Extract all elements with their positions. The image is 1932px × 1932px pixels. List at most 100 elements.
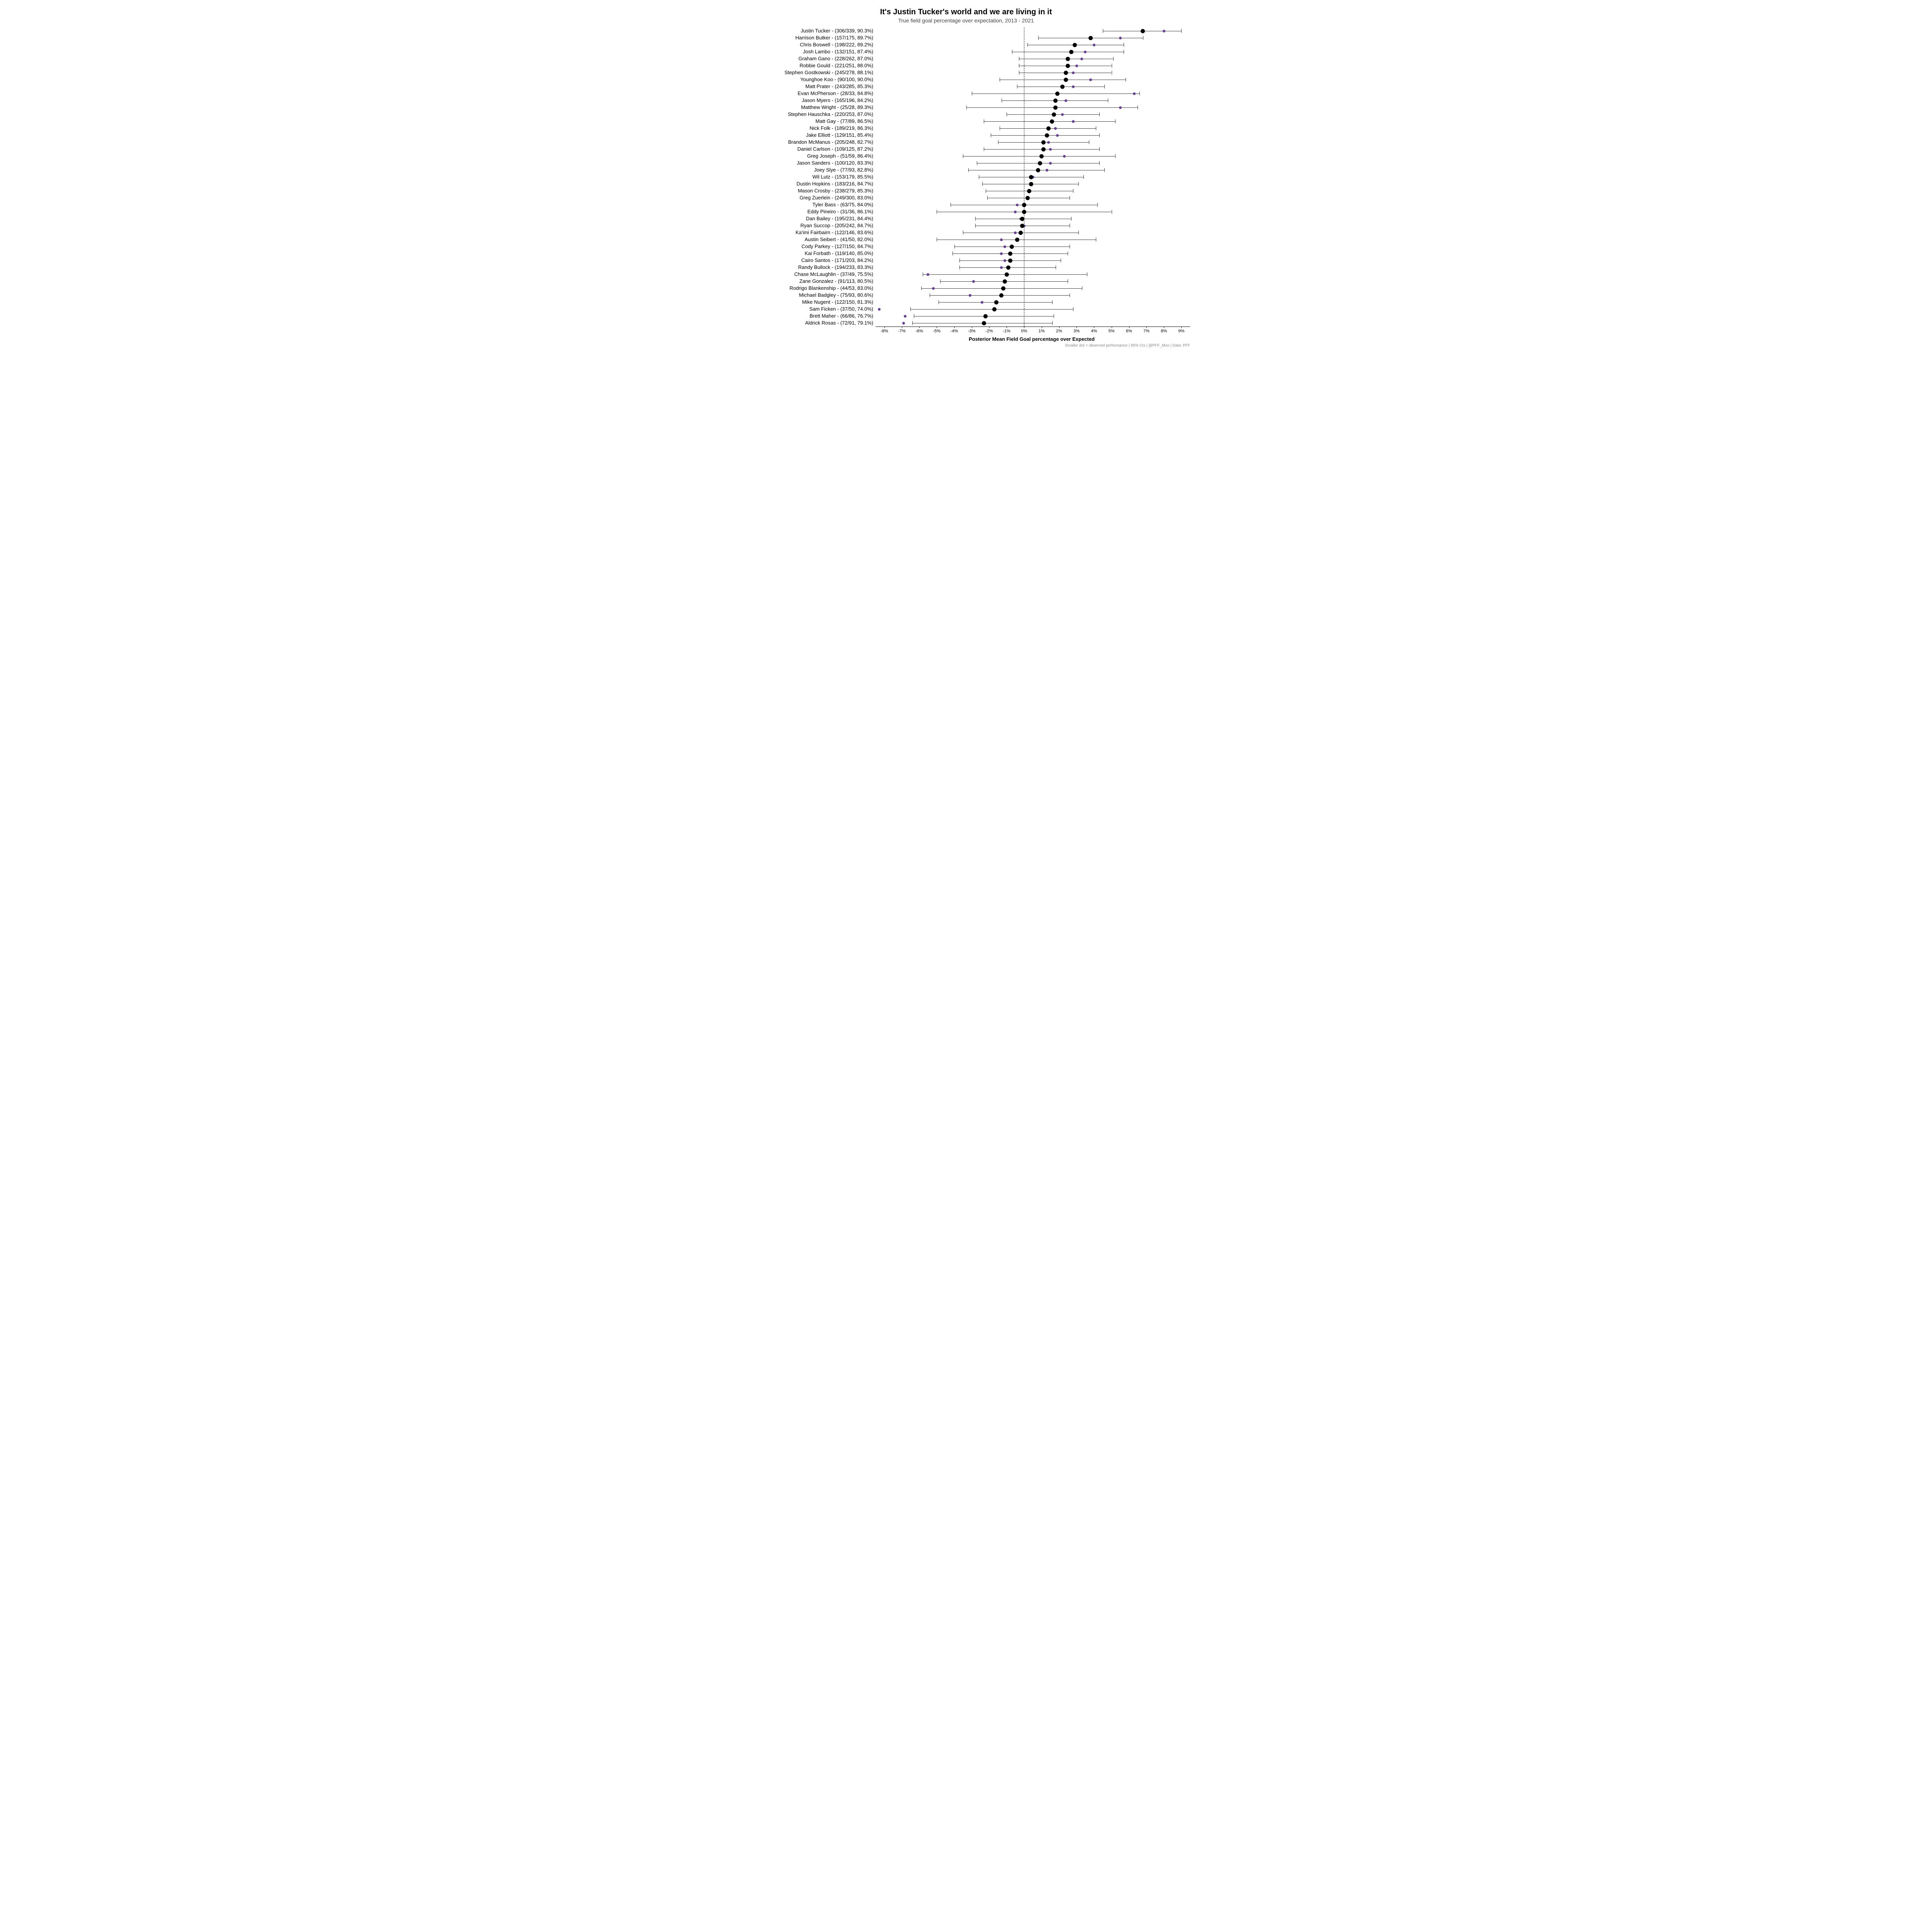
kicker-label: Ryan Succop - (205/242, 84.7%) (742, 222, 873, 229)
ci-cap (975, 224, 976, 228)
kicker-row (876, 257, 1190, 264)
kicker-label: Austin Seibert - (41/50, 82.0%) (742, 236, 873, 243)
kicker-row (876, 243, 1190, 250)
ci-cap (1038, 36, 1039, 40)
kicker-row (876, 48, 1190, 55)
posterior-mean-dot (1052, 112, 1056, 117)
posterior-mean-dot (1041, 147, 1046, 151)
observed-dot (1084, 51, 1087, 53)
kicker-label: Wil Lutz - (153/179, 85.5%) (742, 173, 873, 180)
kicker-row (876, 76, 1190, 83)
kicker-label: Zane Gonzalez - (91/113, 80.5%) (742, 278, 873, 285)
ci-cap (1083, 175, 1084, 179)
x-tick-mark (1059, 327, 1060, 328)
posterior-mean-dot (1022, 210, 1026, 214)
x-tick-label: 9% (1178, 329, 1184, 333)
posterior-mean-dot (983, 314, 988, 318)
ci-cap (954, 245, 955, 248)
ci-cap (1099, 112, 1100, 116)
observed-dot (981, 301, 983, 304)
kicker-label: Mason Crosby - (238/279, 85.3%) (742, 187, 873, 194)
posterior-mean-dot (1008, 259, 1012, 263)
kicker-label: Aldrick Rosas - (72/91, 79.1%) (742, 320, 873, 327)
x-tick-label: -7% (898, 329, 906, 333)
ci-whisker (966, 107, 1138, 108)
kicker-row (876, 173, 1190, 180)
plot-area: -8%-7%-6%-5%-4%-3%-2%-1%0%1%2%3%4%5%6%7%… (876, 27, 1190, 327)
ci-cap (1139, 92, 1140, 95)
kicker-label: Cody Parkey - (127/150, 84.7%) (742, 243, 873, 250)
kicker-label: Eddy Pineiro - (31/36, 86.1%) (742, 208, 873, 215)
kicker-row (876, 34, 1190, 41)
observed-dot (1072, 85, 1075, 88)
observed-dot (1075, 65, 1078, 67)
x-tick-label: -6% (915, 329, 923, 333)
posterior-mean-dot (1050, 119, 1054, 124)
ci-cap (1027, 43, 1028, 47)
observed-dot (1000, 252, 1003, 255)
observed-dot (904, 315, 906, 318)
kicker-row (876, 313, 1190, 320)
kicker-row (876, 132, 1190, 139)
kicker-label: Greg Joseph - (51/59, 86.4%) (742, 153, 873, 160)
observed-dot (1014, 211, 1017, 213)
ci-cap (959, 259, 960, 262)
kicker-row (876, 208, 1190, 215)
observed-dot (1072, 120, 1075, 123)
x-tick-label: 3% (1073, 329, 1080, 333)
y-axis-labels: Justin Tucker - (306/339, 90.3%)Harrison… (742, 27, 876, 327)
observed-dot (972, 280, 975, 283)
kicker-row (876, 125, 1190, 132)
posterior-mean-dot (1066, 57, 1070, 61)
kicker-row (876, 83, 1190, 90)
posterior-mean-dot (1060, 85, 1065, 89)
posterior-mean-dot (1064, 71, 1068, 75)
observed-dot (1119, 37, 1122, 39)
kicker-label: Robbie Gould - (221/251, 88.0%) (742, 62, 873, 69)
ci-cap (1078, 231, 1079, 235)
ci-whisker (910, 309, 1073, 310)
posterior-mean-dot (1010, 245, 1014, 249)
kicker-label: Younghoe Koo - (90/100, 90.0%) (742, 76, 873, 83)
kicker-row (876, 264, 1190, 271)
posterior-mean-dot (1053, 105, 1058, 110)
kicker-label: Jason Sanders - (100/120, 83.3%) (742, 160, 873, 167)
posterior-mean-dot (1019, 231, 1023, 235)
x-tick-label: 4% (1091, 329, 1097, 333)
x-tick-label: -5% (933, 329, 940, 333)
kicker-label: Chase McLaughlin - (37/49, 75.5%) (742, 271, 873, 278)
posterior-mean-dot (1069, 50, 1073, 54)
ci-cap (1097, 203, 1098, 207)
posterior-mean-dot (1005, 272, 1009, 277)
x-tick-label: 2% (1056, 329, 1062, 333)
kicker-row (876, 27, 1190, 34)
observed-dot (1016, 204, 1019, 206)
observed-dot (902, 322, 905, 325)
x-tick-label: -3% (968, 329, 976, 333)
posterior-mean-dot (1036, 168, 1040, 172)
x-tick-mark (1181, 327, 1182, 328)
kicker-label: Jason Myers - (165/196, 84.2%) (742, 97, 873, 104)
x-tick-label: 6% (1126, 329, 1132, 333)
kicker-label: Michael Badgley - (75/93, 80.6%) (742, 292, 873, 299)
ci-cap (975, 217, 976, 221)
observed-dot (1049, 162, 1052, 165)
posterior-mean-dot (1029, 182, 1033, 186)
posterior-mean-dot (1008, 252, 1012, 256)
kicker-label: Jake Elliott - (129/151, 85.4%) (742, 132, 873, 139)
posterior-mean-dot (1066, 64, 1070, 68)
kicker-row (876, 194, 1190, 201)
kicker-label: Stephen Hauschka - (220/253, 87.0%) (742, 111, 873, 118)
x-tick-mark (954, 327, 955, 328)
kicker-row (876, 299, 1190, 306)
kicker-label: Justin Tucker - (306/339, 90.3%) (742, 27, 873, 34)
ci-cap (968, 168, 969, 172)
posterior-mean-dot (1141, 29, 1145, 33)
x-tick-label: -2% (985, 329, 993, 333)
observed-dot (1049, 148, 1052, 151)
kicker-label: Tyler Bass - (63/75, 84.0%) (742, 201, 873, 208)
kicker-row (876, 278, 1190, 285)
observed-dot (1072, 71, 1075, 74)
kicker-row (876, 201, 1190, 208)
kicker-row (876, 69, 1190, 76)
